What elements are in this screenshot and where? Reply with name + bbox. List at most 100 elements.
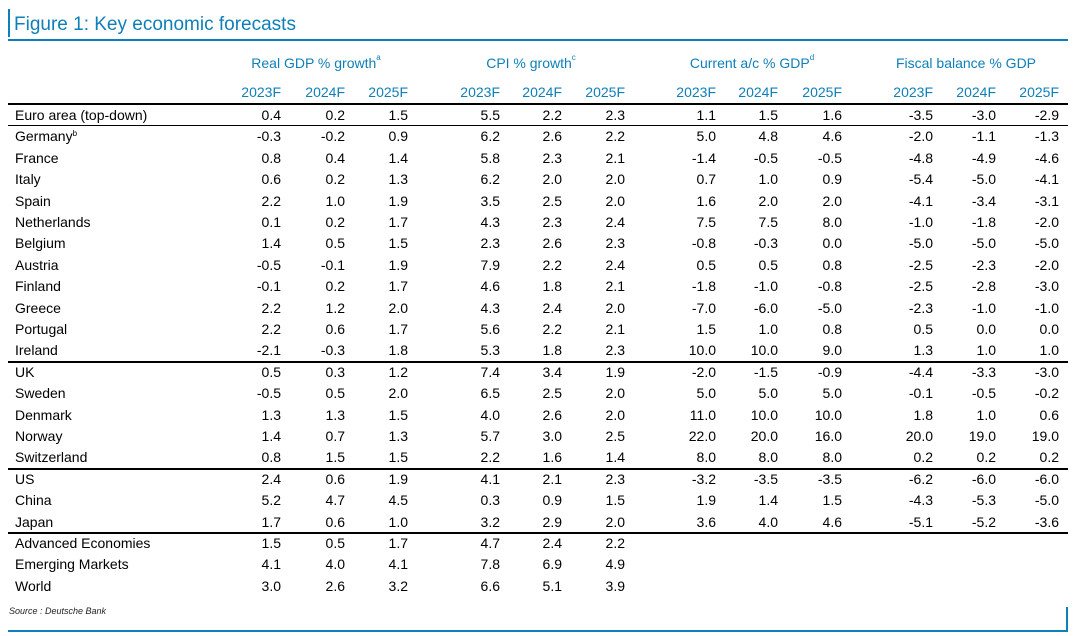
table-cell: 7.5 xyxy=(696,214,716,230)
table-cell: 5.1 xyxy=(542,577,562,594)
year-header: 2023F xyxy=(241,84,281,100)
table-cell: 2.4 xyxy=(542,535,562,551)
column-group-header: CPI % growthc xyxy=(431,53,631,71)
row-label-text: Denmark xyxy=(15,406,72,423)
table-cell: -1.5 xyxy=(753,363,778,380)
table-cell: 0.5 xyxy=(261,363,281,380)
table-cell: -3.5 xyxy=(753,470,778,487)
table-cell: 4.1 xyxy=(261,556,281,573)
row-label-text: World xyxy=(15,577,52,594)
footnote-marker: d xyxy=(809,53,815,62)
table-cell: -4.3 xyxy=(908,492,933,509)
figure-title: Figure 1: Key economic forecasts xyxy=(14,14,296,35)
table-cell: -0.8 xyxy=(691,235,716,252)
row-label-text: Sweden xyxy=(15,385,66,402)
table-cell: 0.4 xyxy=(325,149,345,166)
table-cell: 3.5 xyxy=(480,192,500,209)
table-cell: 1.8 xyxy=(913,406,933,423)
table-cell: 2.0 xyxy=(605,513,625,530)
bottom-rule xyxy=(8,630,1068,632)
table-cell: 4.8 xyxy=(758,128,778,145)
table-cell: 2.2 xyxy=(605,535,625,551)
table-cell: -2.0 xyxy=(1034,214,1059,230)
table-cell: -5.0 xyxy=(971,235,996,252)
table-cell: -2.3 xyxy=(971,256,996,273)
table-cell: -0.3 xyxy=(256,128,281,145)
table-cell: 0.6 xyxy=(325,470,345,487)
table-cell: 2.2 xyxy=(261,321,281,337)
table-cell: 0.2 xyxy=(325,278,345,295)
table-cell: 2.4 xyxy=(605,214,625,230)
table-cell: 2.0 xyxy=(388,299,408,316)
table-cell: 1.5 xyxy=(388,235,408,252)
table-cell: 2.6 xyxy=(325,577,345,594)
table-cell: -4.1 xyxy=(908,192,933,209)
table-cell: -7.0 xyxy=(691,299,716,316)
table-cell: 1.5 xyxy=(325,449,345,466)
table-cell: -5.0 xyxy=(1034,235,1059,252)
table-cell: -0.2 xyxy=(320,128,345,145)
year-header: 2025F xyxy=(1019,84,1059,100)
table-cell: 7.5 xyxy=(758,214,778,230)
table-cell: 2.3 xyxy=(480,235,500,252)
table-cell: 1.5 xyxy=(605,492,625,509)
table-cell: 5.5 xyxy=(480,107,500,123)
table-cell: 9.0 xyxy=(822,342,842,359)
column-group-header: Fiscal balance % GDP xyxy=(866,55,1066,71)
year-header: 2023F xyxy=(676,84,716,100)
row-label-text: Austria xyxy=(15,256,59,273)
table-cell: 5.3 xyxy=(480,342,500,359)
table-cell: 3.2 xyxy=(388,577,408,594)
table-cell: 1.5 xyxy=(758,107,778,123)
row-label: Netherlands xyxy=(15,212,91,233)
table-cell: 4.6 xyxy=(822,128,842,145)
table-cell: 3.0 xyxy=(261,577,281,594)
table-cell: 0.7 xyxy=(696,171,716,188)
table-cell: 2.4 xyxy=(261,470,281,487)
year-header: 2025F xyxy=(585,84,625,100)
table-cell: 1.0 xyxy=(758,321,778,337)
table-cell: 0.2 xyxy=(913,449,933,466)
row-label-text: Emerging Markets xyxy=(15,556,129,573)
row-label-text: Belgium xyxy=(15,235,66,252)
row-label-text: Spain xyxy=(15,192,51,209)
table-cell: 0.2 xyxy=(976,449,996,466)
table-cell: -2.5 xyxy=(908,256,933,273)
table-cell: 1.9 xyxy=(388,470,408,487)
table-cell: 10.0 xyxy=(688,342,716,359)
row-label-text: Finland xyxy=(15,278,61,295)
table-cell: 3.2 xyxy=(480,513,500,530)
table-cell: 2.1 xyxy=(605,321,625,337)
table-cell: 7.4 xyxy=(480,363,500,380)
table-cell: 1.0 xyxy=(1039,342,1059,359)
year-header: 2024F xyxy=(956,84,996,100)
table-cell: -1.0 xyxy=(908,214,933,230)
table-cell: 1.0 xyxy=(976,342,996,359)
table-cell: 10.0 xyxy=(750,406,778,423)
year-header: 2024F xyxy=(305,84,345,100)
table-cell: 1.4 xyxy=(605,449,625,466)
table-cell: 1.1 xyxy=(696,107,716,123)
table-cell: 1.4 xyxy=(388,149,408,166)
table-cell: 0.7 xyxy=(325,428,345,444)
table-cell: 0.2 xyxy=(325,107,345,123)
table-cell: -3.2 xyxy=(691,470,716,487)
table-cell: 2.2 xyxy=(542,256,562,273)
table-cell: -0.1 xyxy=(908,385,933,402)
table-cell: -5.3 xyxy=(971,492,996,509)
table-cell: -0.5 xyxy=(256,256,281,273)
row-label: Germanyb xyxy=(15,126,77,147)
table-cell: -3.1 xyxy=(1034,192,1059,209)
table-cell: 19.0 xyxy=(968,428,996,444)
table-cell: -0.5 xyxy=(971,385,996,402)
footnote-marker: c xyxy=(571,53,576,62)
row-label-text: Switzerland xyxy=(15,449,88,466)
table-cell: -6.0 xyxy=(971,470,996,487)
row-label: Greece xyxy=(15,298,61,319)
table-cell: 2.6 xyxy=(542,235,562,252)
row-label-text: Greece xyxy=(15,299,61,316)
table-cell: 2.0 xyxy=(605,385,625,402)
table-cell: 20.0 xyxy=(905,428,933,444)
table-cell: 1.4 xyxy=(758,492,778,509)
column-group-label: Real GDP % growth xyxy=(251,55,377,71)
